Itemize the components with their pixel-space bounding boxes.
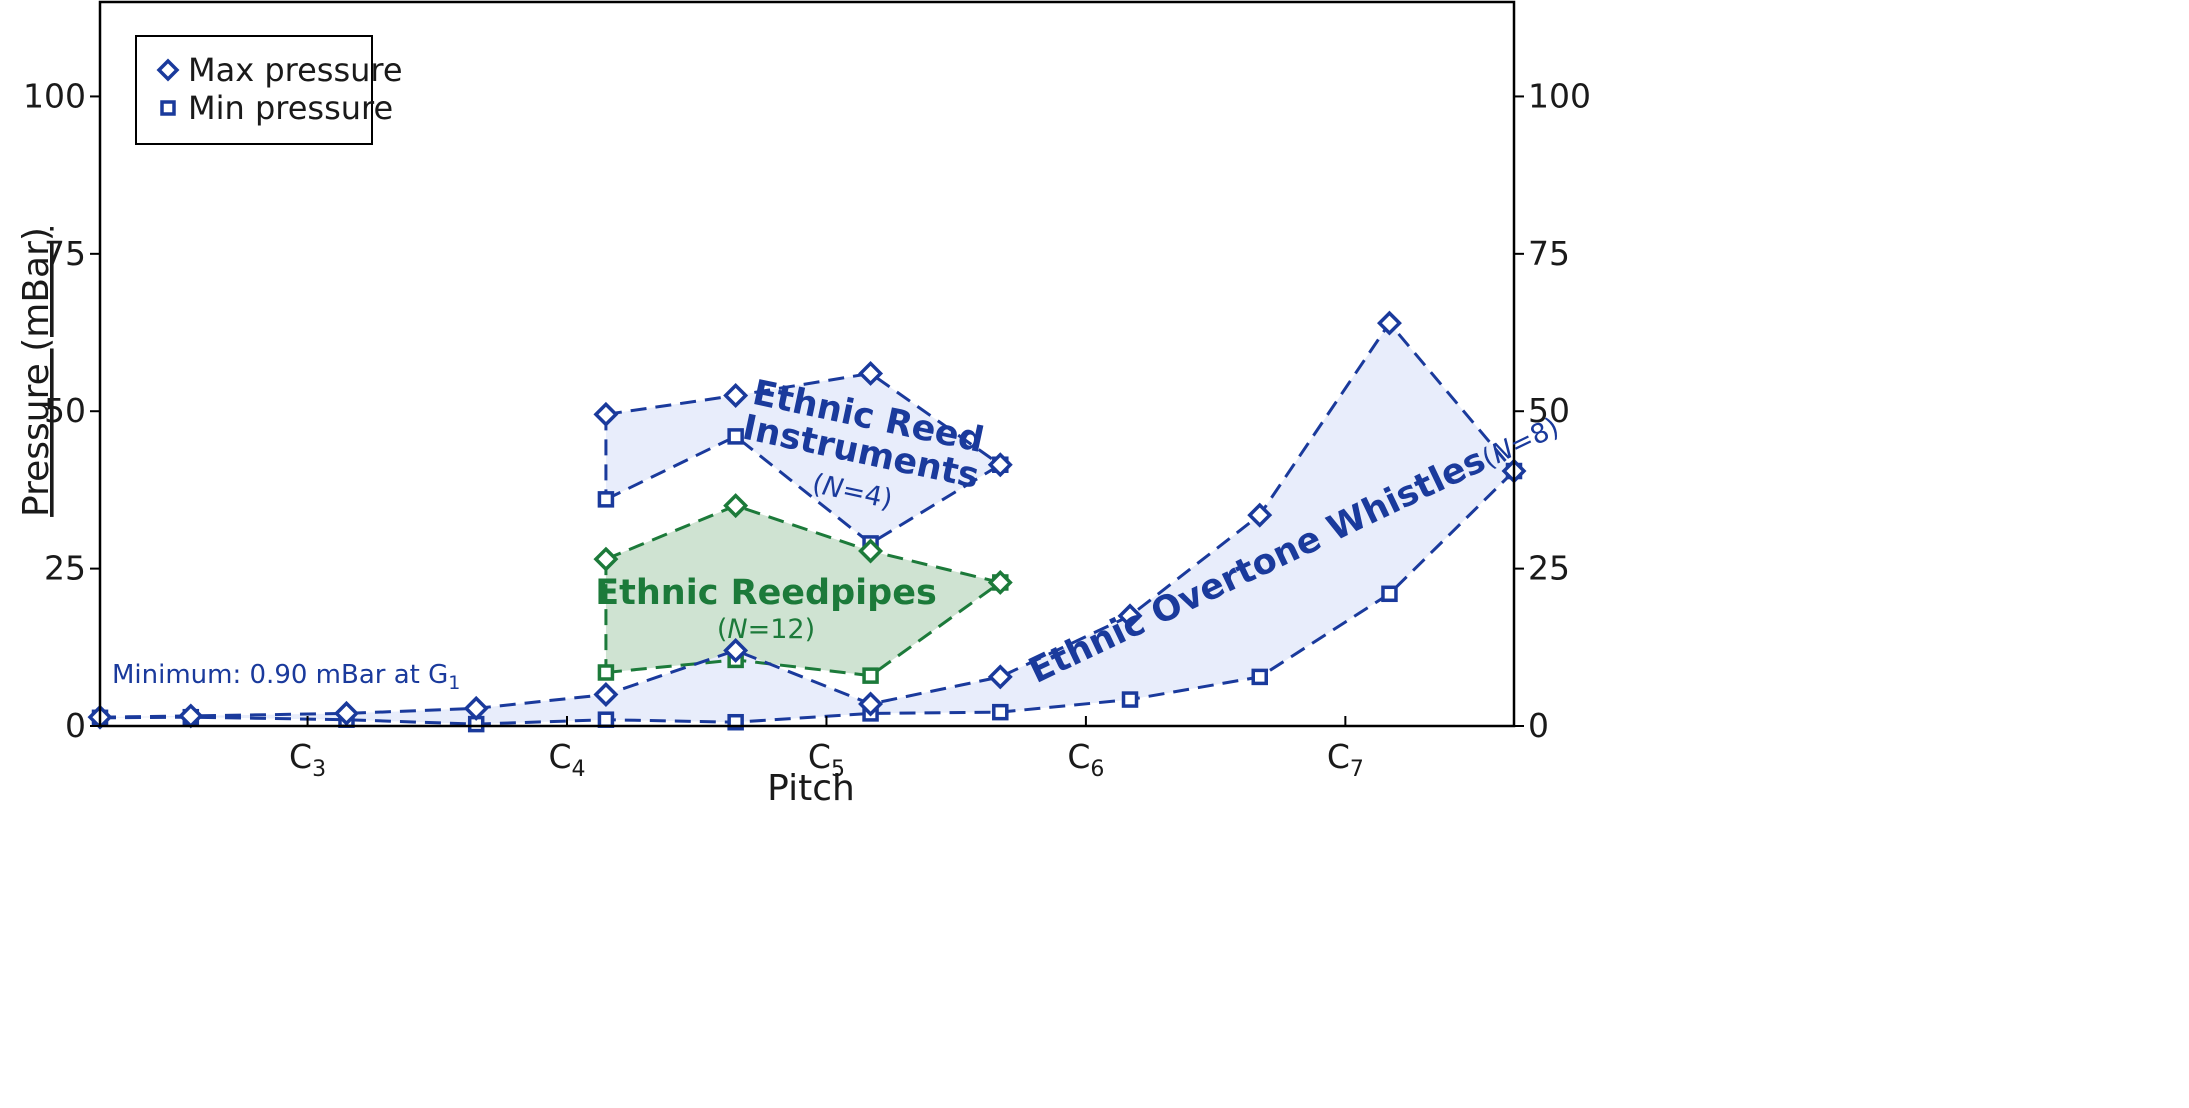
min-point	[597, 491, 615, 508]
min-point	[597, 664, 615, 681]
x-tick-label: C4	[548, 737, 585, 782]
x-tick-label: C6	[1067, 737, 1104, 782]
y-tick-label: 25	[44, 549, 86, 588]
max-point	[1117, 603, 1143, 629]
min-point	[1251, 668, 1268, 686]
y-axis-label: Pressure (mBar)	[16, 227, 57, 517]
y-tick-label: 0	[65, 706, 86, 745]
group-fill-1	[605, 505, 1001, 676]
max-point	[987, 452, 1013, 478]
legend-diamond-marker	[156, 58, 180, 82]
min-point	[597, 711, 615, 728]
max-point	[334, 700, 359, 726]
group-fill-2	[100, 323, 1514, 725]
min-point	[862, 667, 879, 684]
max-point	[1376, 310, 1402, 336]
min-point	[1121, 691, 1139, 708]
legend-box	[135, 35, 373, 145]
min-point	[992, 703, 1009, 721]
y2-tick-label: 100	[1528, 76, 1591, 115]
group-n-label: (N=12)	[717, 614, 815, 645]
max-line-0	[605, 371, 1002, 466]
max-point	[723, 383, 749, 408]
group-fill-0	[605, 373, 1001, 544]
y2-tick-label: 0	[1528, 706, 1549, 745]
x-tick-label: C5	[808, 737, 845, 782]
legend-square-marker	[160, 100, 176, 116]
max-point	[858, 360, 884, 386]
max-point	[858, 691, 884, 717]
max-point	[593, 546, 619, 572]
minimum-note: Minimum: 0.90 mBar at G1	[112, 660, 460, 694]
min-point	[727, 428, 744, 445]
min-point	[1381, 585, 1398, 603]
min-line-1	[605, 581, 1002, 678]
min-line-2	[99, 469, 1516, 726]
y2-tick-label: 25	[1528, 549, 1570, 588]
max-point	[858, 538, 884, 564]
y2-tick-label: 50	[1528, 391, 1570, 430]
y2-axis-ticks: 0 25 50 75 100	[1514, 76, 1591, 745]
max-point	[1247, 502, 1273, 528]
max-point	[593, 682, 619, 707]
max-point	[593, 401, 619, 427]
y-tick-label: 75	[44, 234, 86, 273]
min-line-0	[605, 434, 1002, 546]
max-point	[987, 569, 1013, 595]
max-point	[987, 664, 1013, 690]
plot-frame	[98, 0, 1516, 728]
max-point	[723, 493, 749, 519]
y-tick-label: 100	[23, 76, 86, 115]
y-axis-ticks: 0 25 50 75 100	[23, 76, 100, 745]
x-tick-label: C3	[289, 737, 326, 782]
max-line-1	[605, 504, 1001, 584]
group-fills	[100, 323, 1514, 725]
max-point	[463, 695, 489, 721]
legend-label: Max pressure	[188, 51, 403, 89]
legend-label: Min pressure	[188, 89, 393, 127]
y2-tick-label: 75	[1528, 234, 1570, 273]
x-axis-label: Pitch	[767, 768, 855, 809]
y-tick-label: 50	[44, 391, 86, 430]
group-title-line: Ethnic Reedpipes	[595, 573, 937, 613]
max-point	[723, 637, 749, 663]
